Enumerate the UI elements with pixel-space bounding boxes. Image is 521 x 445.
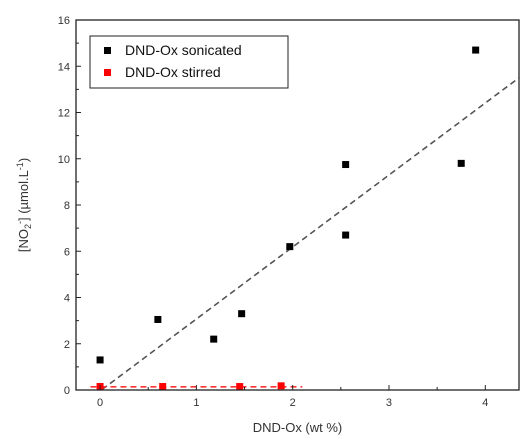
- data-point-sonicated: [472, 46, 480, 54]
- y-axis-label: [NO2-] (µmol.L-1): [15, 158, 33, 252]
- y-tick-label: 12: [58, 108, 70, 120]
- y-tick-label: 2: [64, 339, 70, 351]
- x-tick-label: 2: [290, 397, 296, 409]
- x-tick-label: 3: [386, 397, 392, 409]
- y-tick-label: 10: [58, 154, 70, 166]
- legend-label-stirred: DND-Ox stirred: [125, 64, 221, 80]
- y-tick-label: 0: [64, 385, 70, 397]
- legend-box: [89, 35, 289, 89]
- legend-marker-stirred: [104, 69, 111, 76]
- data-point-sonicated: [96, 356, 104, 364]
- x-tick-label: 4: [482, 397, 488, 409]
- data-point-sonicated: [457, 159, 465, 167]
- y-tick-label: 6: [64, 246, 70, 258]
- data-point-sonicated: [154, 315, 162, 323]
- legend: DND-Ox sonicated DND-Ox stirred: [89, 35, 289, 89]
- y-axis-label-superscript: -: [15, 221, 25, 224]
- y-tick-label: 14: [58, 61, 70, 73]
- legend-marker-sonicated: [104, 47, 111, 54]
- y-axis-label-part: [NO: [16, 229, 31, 252]
- x-axis-label: DND-Ox (wt %): [253, 420, 343, 435]
- y-tick-label: 8: [64, 200, 70, 212]
- data-point-sonicated: [210, 335, 218, 343]
- fit-line-sonicated: [101, 77, 520, 391]
- legend-label-sonicated: DND-Ox sonicated: [125, 42, 242, 58]
- plot-area: [90, 46, 520, 391]
- data-point-sonicated: [286, 243, 294, 251]
- data-point-sonicated: [342, 161, 350, 169]
- data-point-stirred: [159, 383, 167, 391]
- data-point-sonicated: [238, 310, 246, 318]
- data-point-sonicated: [342, 231, 350, 239]
- data-point-stirred: [277, 382, 285, 390]
- y-axis-label-part: ] (µmol.L: [16, 170, 31, 221]
- x-tick-label: 1: [193, 397, 199, 409]
- y-axis-label-superscript: -1: [15, 162, 25, 170]
- data-point-stirred: [236, 383, 244, 391]
- y-axis-label-subscript: 2: [23, 224, 33, 229]
- y-tick-label: 4: [64, 293, 70, 305]
- x-tick-label: 0: [97, 397, 103, 409]
- y-axis-label-part: ): [16, 158, 31, 162]
- y-tick-label: 16: [58, 15, 70, 27]
